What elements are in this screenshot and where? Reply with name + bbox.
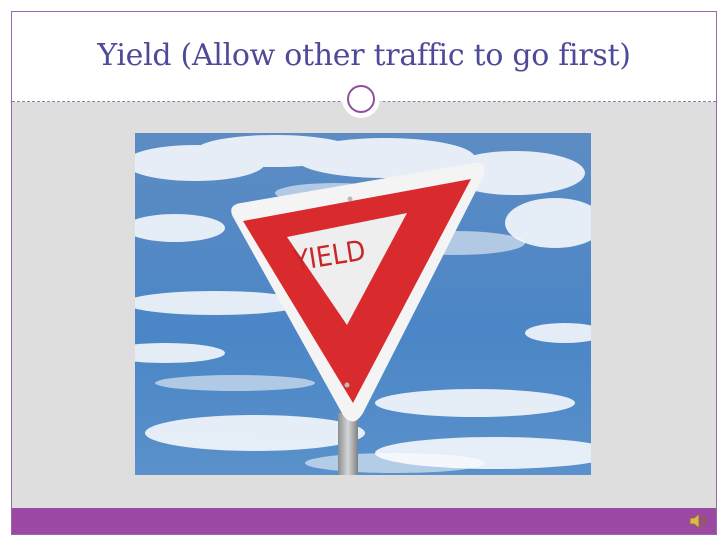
- footer-bar: [12, 508, 716, 534]
- slide: Yield (Allow other traffic to go first): [11, 11, 717, 535]
- divider-ring: [347, 85, 375, 113]
- speaker-icon[interactable]: [688, 511, 708, 531]
- divider-ornament: [342, 80, 380, 118]
- slide-title: Yield (Allow other traffic to go first): [97, 38, 631, 73]
- yield-sign: YIELD: [231, 162, 485, 422]
- clouds: [135, 135, 591, 469]
- sign-pole: [338, 413, 358, 475]
- yield-sign-photo: YIELD: [135, 133, 591, 475]
